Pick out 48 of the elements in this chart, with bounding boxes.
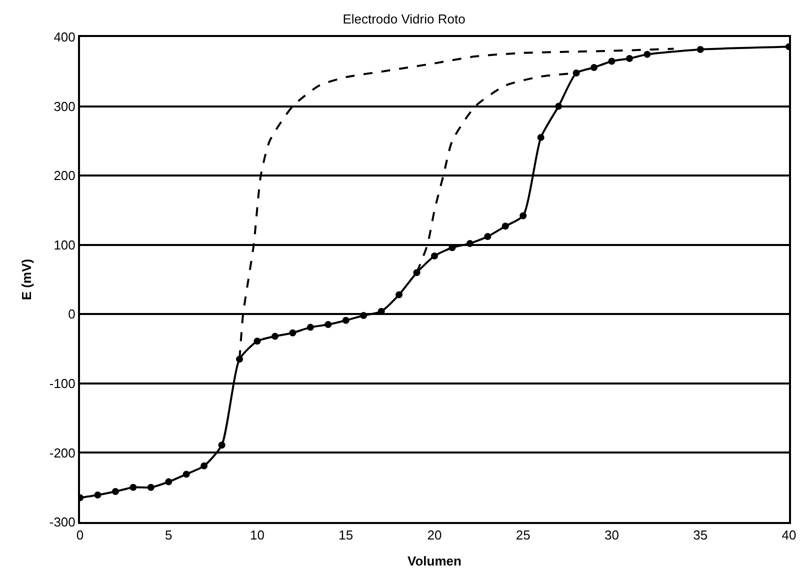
point: [306, 324, 314, 331]
point: [466, 240, 474, 247]
point: [147, 484, 154, 491]
x-tick-label: 25: [516, 528, 530, 543]
point: [555, 102, 562, 110]
point: [696, 46, 704, 53]
point: [289, 329, 296, 336]
y-tick-label: -200: [49, 445, 76, 460]
point: [130, 484, 137, 491]
y-tick-label: 300: [54, 98, 76, 114]
x-tick-label: 40: [782, 528, 796, 543]
x-axis-title: Volumen: [408, 554, 462, 569]
point: [644, 50, 651, 58]
point: [537, 134, 544, 141]
x-tick-label: 10: [250, 528, 264, 543]
point: [572, 70, 580, 77]
x-tick-label: 35: [693, 528, 708, 543]
point: [396, 291, 403, 298]
point: [94, 491, 102, 498]
point: [218, 442, 226, 449]
y-axis-title: E (mV): [18, 258, 34, 300]
x-tick-label: 20: [427, 528, 442, 543]
point: [200, 462, 208, 470]
point: [182, 470, 190, 478]
x-tick-label: 30: [604, 528, 619, 543]
x-tick-label: 5: [165, 528, 172, 543]
point: [324, 321, 332, 328]
y-tick-label: 200: [54, 168, 76, 184]
point: [502, 222, 509, 230]
x-tick-label: 15: [338, 528, 354, 543]
point: [342, 316, 350, 324]
point: [360, 312, 368, 320]
point: [165, 478, 172, 486]
point: [431, 252, 438, 260]
point: [484, 233, 492, 240]
point: [608, 58, 616, 65]
chart-title: Electrodo Vidrio Roto: [342, 12, 466, 27]
point: [626, 54, 633, 62]
point: [590, 64, 598, 71]
point: [520, 212, 527, 220]
y-tick-label: -100: [49, 376, 76, 391]
point: [254, 338, 261, 345]
point: [112, 488, 119, 496]
y-tick-label: 0: [68, 306, 76, 322]
y-tick-label: -300: [49, 514, 76, 530]
y-tick-label: 100: [54, 237, 76, 252]
point: [271, 332, 278, 340]
y-tick-label: 400: [54, 30, 76, 45]
